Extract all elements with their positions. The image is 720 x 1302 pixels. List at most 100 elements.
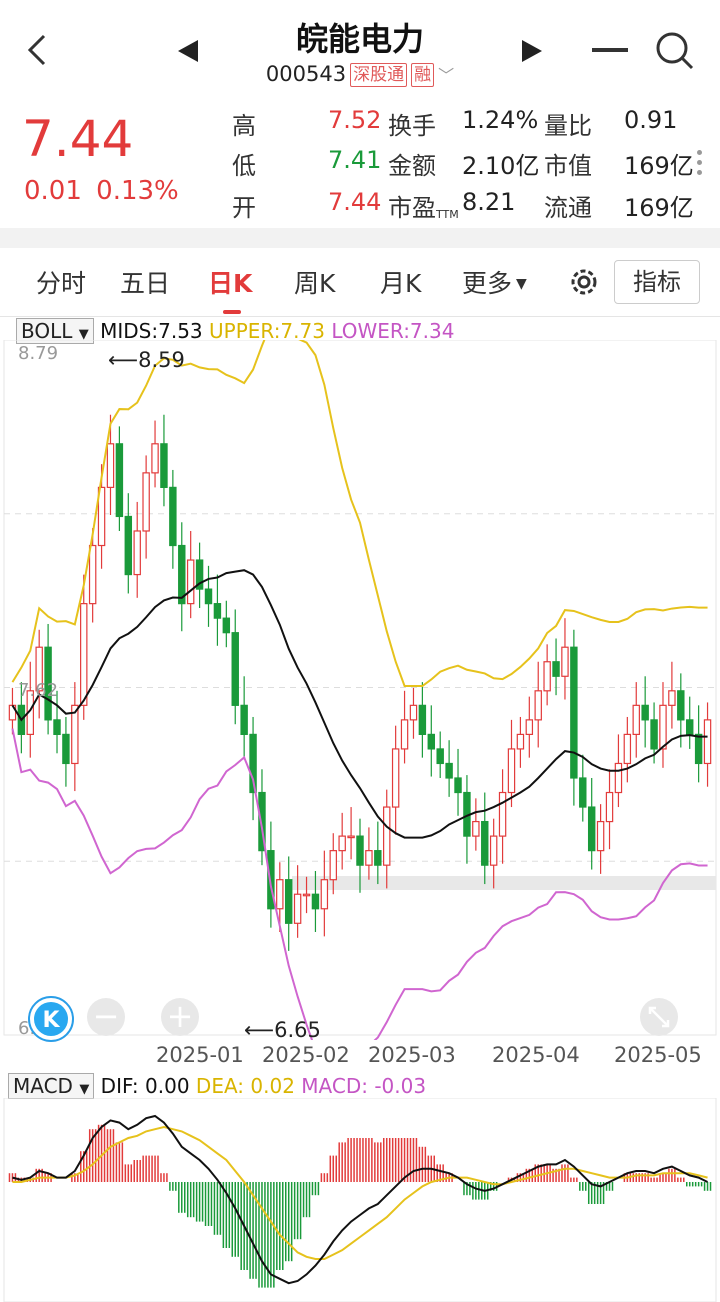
- candle-body: [686, 719, 694, 736]
- section-divider: [0, 228, 720, 248]
- tab-daily-k[interactable]: 日K: [208, 269, 253, 298]
- candle-body: [427, 733, 436, 750]
- candle-body: [489, 835, 498, 866]
- kline-chart[interactable]: [0, 340, 720, 1040]
- candle-body: [383, 806, 391, 866]
- fullscreen-button[interactable]: [640, 998, 678, 1036]
- candle-body: [115, 443, 124, 518]
- macd-legend: MACD ▼ DIF: 0.00 DEA: 0.02 MACD: -0.03: [8, 1073, 426, 1099]
- caret-down-icon: ▼: [516, 276, 527, 292]
- candle-body: [320, 879, 329, 910]
- caret-down-icon: ▼: [78, 327, 89, 342]
- candle-body: [374, 850, 382, 866]
- more-dots-icon[interactable]: [697, 150, 703, 175]
- boll-upper: UPPER:7.73: [209, 319, 325, 343]
- candle-body: [347, 835, 355, 839]
- change-value: 0.01: [24, 176, 82, 206]
- high-marker: ⟵8.59: [108, 348, 185, 372]
- market-tag: 深股通: [350, 63, 408, 87]
- candle-body: [293, 893, 302, 924]
- tab-minute[interactable]: 分时: [36, 269, 87, 298]
- date-label: 2025-04: [492, 1043, 580, 1067]
- candle-body: [160, 443, 168, 488]
- candle-body: [587, 806, 596, 852]
- macd-name: MACD: [13, 1074, 73, 1098]
- minus-button[interactable]: [592, 48, 628, 52]
- candle-body: [694, 733, 703, 765]
- triangle-left-icon: [178, 40, 198, 62]
- candle-body: [169, 486, 177, 547]
- period-tabs: 分时 五日 日K 周K 月K 更多 ▼ 指标: [0, 260, 720, 314]
- macd-chart[interactable]: [0, 1098, 720, 1302]
- quote-value: 7.52: [328, 106, 382, 134]
- candle-body: [53, 719, 61, 736]
- quote-label-text: 换手: [388, 112, 436, 140]
- candle-body: [516, 733, 525, 750]
- candle-body: [623, 733, 632, 765]
- high-marker-value: 8.59: [138, 348, 185, 372]
- tabs-divider: [0, 316, 720, 317]
- settings-button[interactable]: [566, 264, 602, 306]
- dif-line: [12, 1114, 708, 1285]
- boll-mid-line: [11, 569, 708, 839]
- date-label: 2025-02: [262, 1043, 350, 1067]
- prev-stock-button[interactable]: [176, 38, 200, 68]
- macd-selector[interactable]: MACD ▼: [8, 1073, 95, 1099]
- tab-monthly-k[interactable]: 月K: [380, 269, 422, 298]
- candle-body: [507, 748, 516, 794]
- candle-body: [498, 791, 507, 837]
- candle-body: [356, 835, 364, 866]
- search-button[interactable]: [654, 30, 696, 76]
- low-marker: ⟵6.65: [244, 1018, 321, 1042]
- quote-label: 量比: [544, 112, 592, 140]
- tab-five-day[interactable]: 五日: [120, 269, 171, 298]
- candle-body: [258, 791, 266, 852]
- date-label: 2025-03: [368, 1043, 456, 1067]
- back-button[interactable]: [22, 30, 58, 70]
- candle-body: [659, 704, 667, 750]
- candle-body: [62, 733, 70, 765]
- low-marker-value: 6.65: [274, 1018, 321, 1042]
- indicator-button[interactable]: 指标: [614, 260, 700, 304]
- quote-value: 2.10亿: [462, 152, 540, 180]
- candle-body: [195, 559, 204, 590]
- candle-body: [365, 850, 373, 866]
- boll-legend: BOLL ▼ MIDS:7.53 UPPER:7.73 LOWER:7.34: [16, 318, 454, 344]
- candle-body: [641, 704, 649, 721]
- candle-body: [534, 690, 542, 721]
- candle-body: [276, 879, 284, 910]
- tab-more[interactable]: 更多 ▼: [462, 264, 527, 300]
- quote-value: 169亿: [624, 152, 694, 180]
- margin-tag: 融: [411, 63, 435, 87]
- stock-code: 000543: [265, 62, 347, 86]
- stock-subtitle[interactable]: 000543 深股通融 ﹀: [0, 62, 720, 87]
- zoom-out-button[interactable]: −: [87, 998, 125, 1036]
- candle-body: [231, 632, 239, 706]
- candle-body: [570, 646, 578, 779]
- candle-body: [596, 820, 605, 852]
- candle-body: [409, 704, 418, 721]
- quote-label: 金额: [388, 146, 436, 181]
- candle-body: [525, 719, 534, 736]
- next-stock-button[interactable]: [520, 38, 544, 68]
- tab-weekly-k[interactable]: 周K: [294, 269, 336, 298]
- boll-name: BOLL: [21, 319, 73, 343]
- boll-mids: MIDS:7.53: [100, 319, 203, 343]
- quote-label: 市盈TTM: [388, 188, 459, 223]
- y-axis-top: 8.79: [18, 343, 59, 364]
- date-label: 2025-05: [614, 1043, 702, 1067]
- candle-body: [44, 646, 52, 721]
- candle-body: [561, 646, 569, 677]
- quote-value: 7.41: [328, 146, 382, 174]
- date-label: 2025-01: [156, 1043, 244, 1067]
- candle-body: [142, 472, 150, 532]
- candle-body: [97, 486, 106, 547]
- zoom-in-button[interactable]: +: [161, 998, 199, 1036]
- macd-value: MACD: -0.03: [301, 1074, 427, 1098]
- search-icon: [656, 32, 694, 70]
- ttm-superscript: TTM: [436, 208, 459, 221]
- candle-body: [400, 719, 409, 750]
- y-axis-mid: 7.62: [18, 680, 59, 701]
- candle-body: [329, 850, 337, 881]
- k-logo-button[interactable]: K: [28, 996, 74, 1042]
